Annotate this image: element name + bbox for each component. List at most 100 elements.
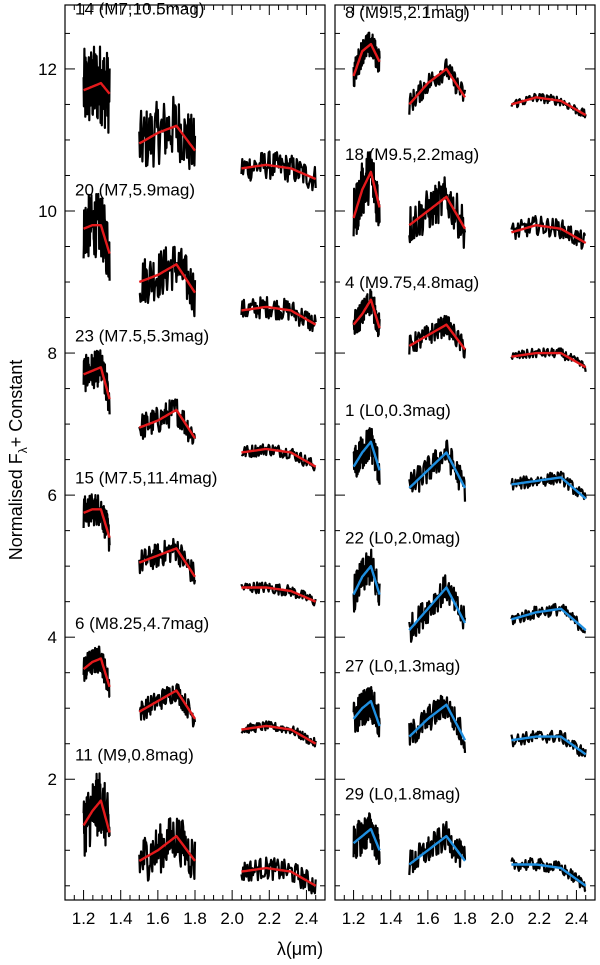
template-spectrum-band [138, 547, 196, 578]
observed-spectrum-band [510, 92, 587, 119]
template-spectrum-band [82, 799, 111, 833]
spectrum-right-0: 8 (M9.5,2.1mag) [345, 3, 587, 119]
template-spectrum-band [408, 586, 467, 631]
observed-spectrum-band [408, 176, 467, 249]
observed-spectrum-band [408, 314, 467, 359]
observed-spectrum-band [138, 398, 197, 445]
template-spectrum-band [138, 124, 196, 152]
spectrum-left-4: 6 (M8.25,4.7mag) [75, 614, 317, 748]
observed-spectrum-band [408, 58, 467, 115]
observed-spectrum-band [138, 817, 197, 882]
observed-spectrum-band [138, 245, 197, 318]
observed-spectrum-band [408, 820, 467, 876]
x-tick-label: 2.0 [490, 909, 514, 928]
x-tick-label: 2.0 [220, 909, 244, 928]
template-spectrum-band [83, 508, 111, 539]
template-spectrum-band [83, 366, 111, 400]
template-spectrum-band [408, 195, 467, 230]
spectrum-label: 1 (L0,0.3mag) [345, 401, 451, 420]
template-spectrum-band [511, 351, 587, 369]
template-spectrum-band [408, 834, 466, 866]
spectrum-label: 6 (M8.25,4.7mag) [75, 614, 209, 633]
observed-spectrum-band [352, 548, 381, 613]
observed-spectrum-band [510, 729, 587, 758]
template-spectrum-band [352, 827, 381, 851]
observed-spectrum-band [352, 812, 381, 865]
template-spectrum-band [83, 224, 111, 254]
y-tick-label: 10 [38, 202, 57, 221]
observed-spectrum-band [240, 296, 317, 333]
observed-spectrum-band [82, 192, 111, 281]
x-tick-label: 2.4 [565, 909, 589, 928]
x-axis-label: λ(μm) [277, 939, 323, 959]
spectrum-label: 29 (L0,1.8mag) [345, 784, 460, 803]
template-spectrum-band [241, 305, 317, 326]
x-tick-label: 1.4 [379, 909, 403, 928]
template-spectrum-band [352, 42, 381, 77]
observed-spectrum-band [352, 31, 381, 88]
observed-spectrum-band [510, 215, 586, 250]
x-tick-label: 2.4 [295, 909, 319, 928]
observed-spectrum-band [352, 151, 381, 237]
spectrum-label: 14 (M7,10.5mag) [75, 0, 204, 19]
observed-spectrum-band [510, 347, 587, 372]
y-tick-label: 12 [38, 60, 57, 79]
observed-spectrum-band [82, 493, 111, 552]
y-tick-label: 4 [48, 628, 57, 647]
y-tick-label: 6 [48, 486, 57, 505]
template-spectrum-band [138, 834, 196, 862]
template-spectrum-band [511, 96, 587, 117]
x-tick-label: 1.2 [72, 909, 96, 928]
template-spectrum-band [241, 586, 317, 603]
observed-spectrum-band [352, 427, 381, 485]
observed-spectrum-band [352, 288, 381, 338]
spectrum-label: 22 (L0,2.0mag) [345, 529, 460, 548]
template-spectrum-band [408, 451, 467, 489]
template-spectrum-band [138, 689, 197, 720]
template-spectrum-band [241, 163, 317, 181]
template-spectrum-band [138, 263, 197, 294]
template-spectrum-band [352, 298, 381, 329]
template-spectrum-band [511, 607, 587, 632]
observed-spectrum-band [82, 645, 111, 698]
template-spectrum-band [408, 703, 467, 741]
template-spectrum-band [138, 408, 196, 439]
spectrum-left-0: 14 (M7,10.5mag) [75, 0, 317, 192]
spectrum-label: 23 (M7.5,5.3mag) [75, 326, 209, 345]
spectrum-right-5: 27 (L0,1.3mag) [345, 657, 587, 758]
spectrum-left-2: 23 (M7.5,5.3mag) [75, 326, 317, 472]
spectrum-right-6: 29 (L0,1.8mag) [345, 784, 587, 893]
x-tick-label: 1.8 [183, 909, 207, 928]
y-tick-label: 8 [48, 344, 57, 363]
spectrum-label: 18 (M9.5,2.2mag) [345, 145, 479, 164]
template-spectrum-band [241, 866, 317, 887]
template-spectrum-band [83, 81, 111, 95]
x-tick-label: 1.4 [109, 909, 133, 928]
spectrum-left-1: 20 (M7,5.9mag) [75, 181, 317, 333]
template-spectrum-band [511, 224, 587, 245]
spectrum-label: 11 (M9,0.8mag) [75, 745, 194, 764]
template-spectrum-band [408, 67, 466, 106]
x-tick-label: 2.2 [257, 909, 281, 928]
observed-spectrum-band [408, 574, 467, 643]
spectrum-right-2: 4 (M9.75,4.8mag) [345, 273, 587, 372]
observed-spectrum-band [82, 45, 111, 134]
observed-spectrum-band [138, 95, 197, 171]
template-spectrum-band [352, 699, 381, 727]
x-tick-label: 1.2 [342, 909, 366, 928]
template-spectrum-band [352, 440, 381, 471]
template-spectrum-band [408, 323, 466, 351]
observed-spectrum-band [510, 857, 587, 893]
x-tick-label: 1.6 [416, 909, 440, 928]
spectrum-label: 8 (M9.5,2.1mag) [345, 3, 470, 22]
spectrum-label: 4 (M9.75,4.8mag) [345, 273, 479, 292]
template-spectrum-band [511, 735, 587, 756]
spectrum-left-5: 11 (M9,0.8mag) [75, 745, 317, 895]
template-spectrum-band [352, 170, 381, 219]
template-spectrum-band [511, 476, 587, 500]
spectrum-right-1: 18 (M9.5,2.2mag) [345, 145, 587, 250]
x-tick-label: 1.8 [453, 909, 477, 928]
observed-spectrum-band [240, 443, 316, 472]
x-tick-label: 1.6 [146, 909, 170, 928]
spectrum-right-3: 1 (L0,0.3mag) [345, 401, 587, 502]
